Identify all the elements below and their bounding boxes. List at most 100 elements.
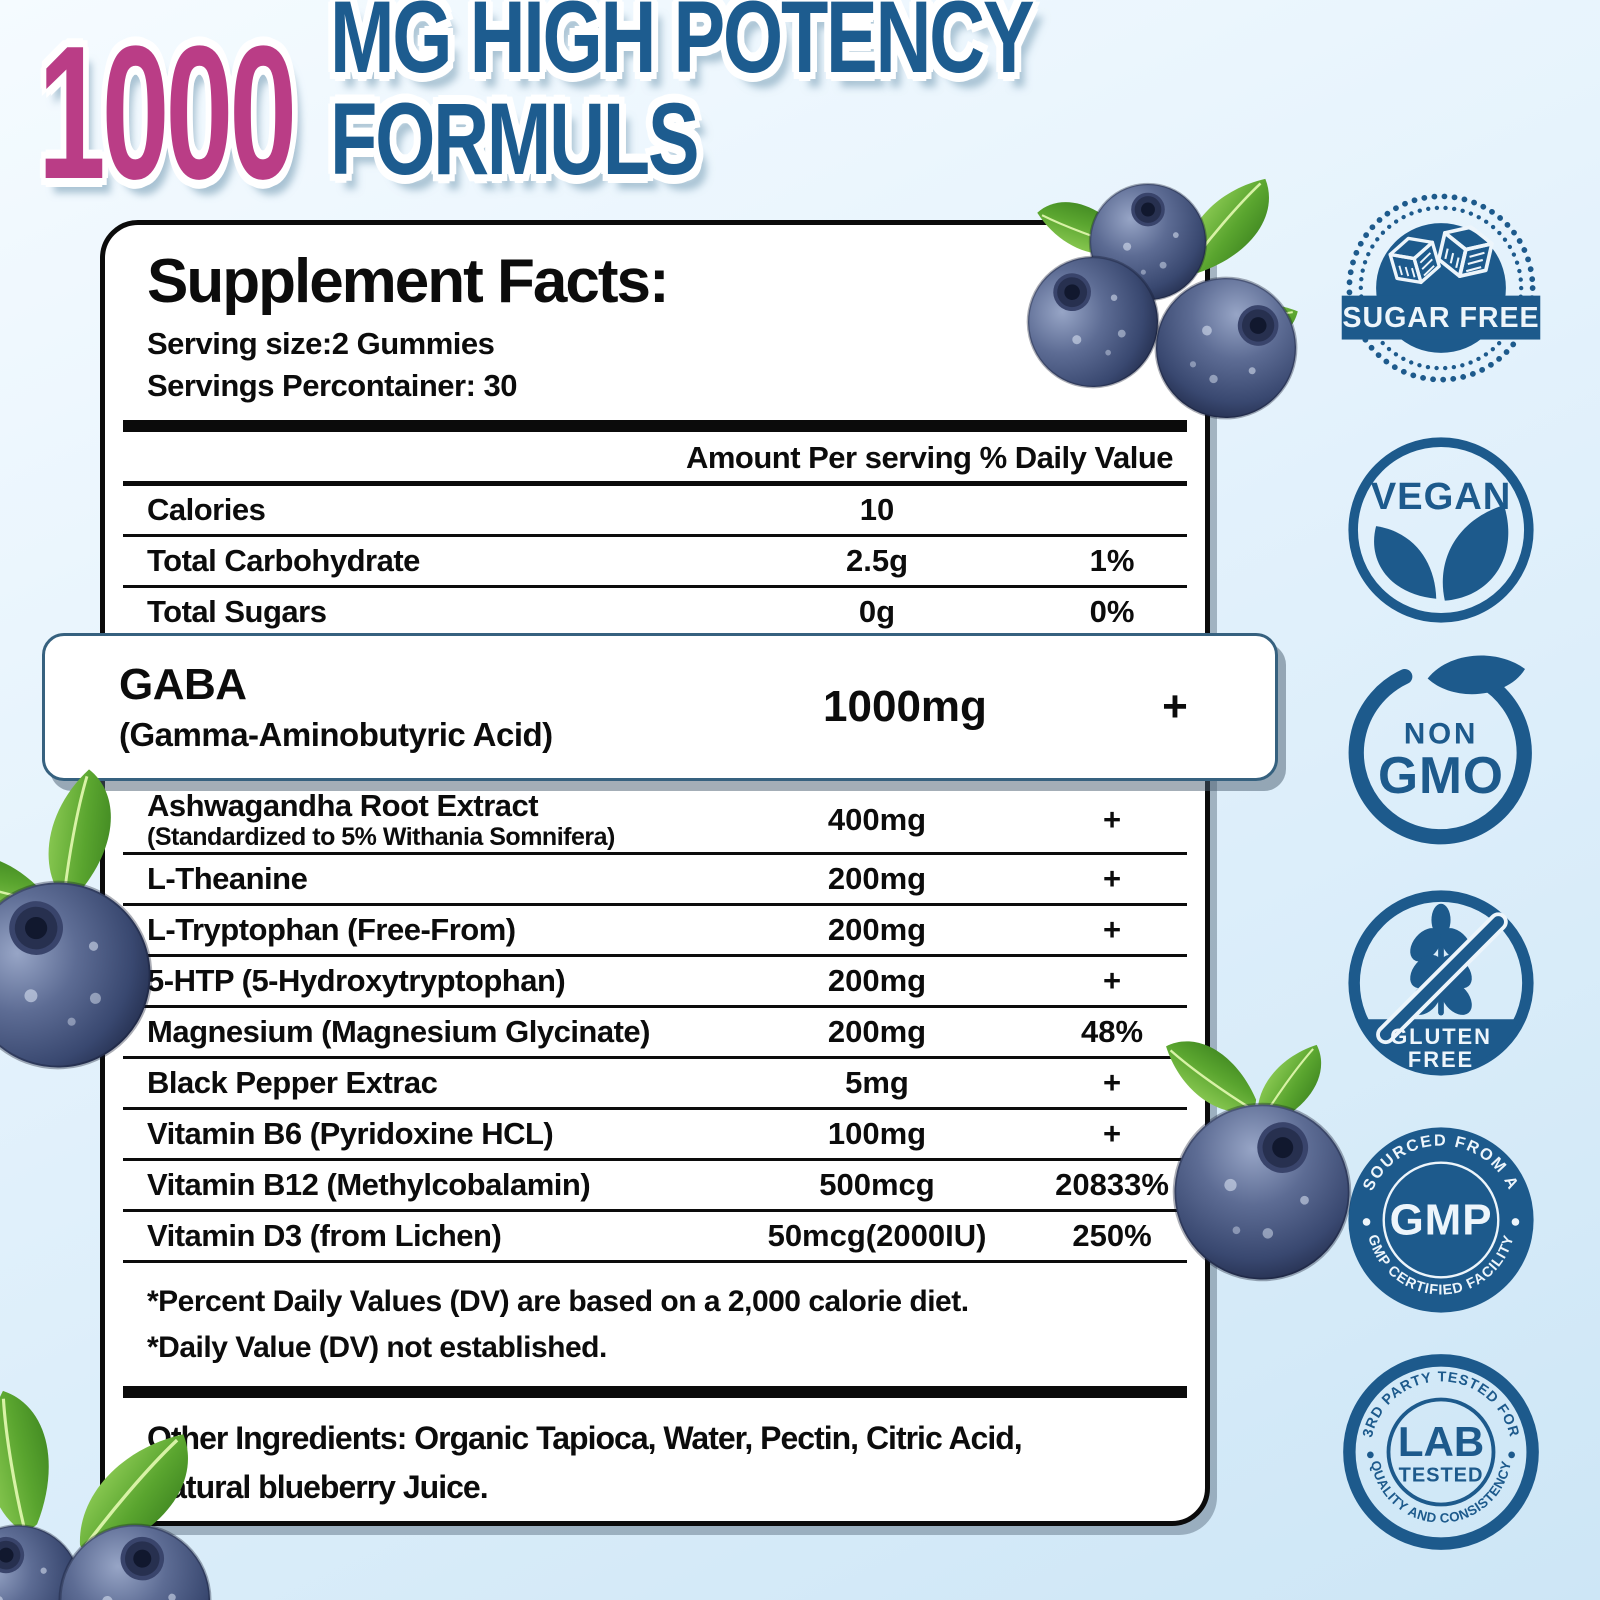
ingredient-name-block: Magnesium (Magnesium Glycinate) [147, 1013, 717, 1049]
ingredient-daily-value: 0% [1089, 593, 1135, 629]
ingredient-daily-value: + [1102, 1115, 1122, 1151]
ingredient-name-block: L-Theanine [147, 860, 717, 896]
ingredient-daily-value: + [1102, 1064, 1122, 1100]
slash-icon [1376, 912, 1508, 1045]
ingredient-name-block: Vitamin D3 (from Lichen) [147, 1217, 717, 1253]
headline: 1000 MG HIGH POTENCY FORMULS [38, 0, 1578, 212]
ingredient-name: 5-HTP (5-Hydroxytryptophan) [147, 962, 566, 998]
gaba-name-block: GABA (Gamma-Aminobutyric Acid) [119, 660, 735, 754]
vegan-badge: VEGAN [1348, 437, 1534, 623]
ingredient-name: L-Theanine [147, 860, 308, 896]
sugar-free-label: SUGAR FREE [1342, 302, 1539, 334]
ingredient-name: Calories [147, 491, 266, 527]
gluten-free-badge: GLUTEN FREE [1348, 890, 1534, 1076]
ingredient-name: L-Tryptophan (Free-From) [147, 911, 516, 947]
headline-text: MG HIGH POTENCY FORMULS [330, 0, 1033, 196]
ingredient-name-block: Calories [147, 491, 717, 527]
divider-thick-bottom [123, 1385, 1187, 1398]
gaba-highlight-row: GABA (Gamma-Aminobutyric Acid) 1000mg + [42, 633, 1278, 781]
ingredient-name-block: Ashwagandha Root Extract (Standardized t… [147, 787, 717, 852]
non-gmo-label-line2: GMO [1378, 746, 1504, 804]
ingredient-name: Black Pepper Extrac [147, 1064, 438, 1100]
ingredient-name: Ashwagandha Root Extract [147, 787, 539, 823]
supplement-facts-panel: Supplement Facts: Serving size:2 Gummies… [100, 220, 1210, 1526]
ingredient-daily-value: 1% [1089, 542, 1135, 578]
lab-center-line1: LAB [1398, 1418, 1484, 1465]
ingredient-name-block: 5-HTP (5-Hydroxytryptophan) [147, 962, 717, 998]
nutrition-rows-top: Calories 10 Total Carbohydrate 2.5g 1% T… [123, 486, 1187, 639]
serving-size: Serving size:2 Gummies [147, 325, 495, 361]
table-row: Vitamin B6 (Pyridoxine HCL) 100mg + [123, 1110, 1187, 1161]
nutrition-rows-bottom: Ashwagandha Root Extract (Standardized t… [123, 787, 1187, 1263]
lab-center-line2: TESTED [1399, 1465, 1484, 1487]
footnotes: *Percent Daily Values (DV) are based on … [123, 1263, 1187, 1372]
table-row: L-Tryptophan (Free-From) 200mg + [123, 906, 1187, 957]
table-row: Vitamin D3 (from Lichen) 50mcg(2000IU) 2… [123, 1212, 1187, 1263]
ingredient-detail: (Standardized to 5% Withania Somnifera) [147, 823, 615, 852]
ingredient-daily-value: 250% [1072, 1217, 1152, 1253]
gaba-detail: (Gamma-Aminobutyric Acid) [119, 716, 553, 753]
lab-tested-badge: 3RD PARTY TESTED FOR QUALITY AND CONSIST… [1343, 1354, 1539, 1550]
table-row: 5-HTP (5-Hydroxytryptophan) 200mg + [123, 957, 1187, 1008]
ingredient-daily-value: 48% [1080, 1013, 1144, 1049]
ingredient-daily-value: + [1102, 962, 1122, 998]
table-row: Total Sugars 0g 0% [123, 588, 1187, 639]
ingredient-name-block: L-Tryptophan (Free-From) [147, 911, 717, 947]
columns-header: Amount Per serving % Daily Value [123, 432, 1187, 486]
non-gmo-badge: NON GMO [1348, 655, 1532, 845]
other-ingredients: Other Ingredients: Organic Tapioca, Wate… [147, 1419, 1023, 1506]
ingredient-daily-value: + [1102, 860, 1122, 896]
table-row: Total Carbohydrate 2.5g 1% [123, 537, 1187, 588]
gmp-center-label: GMP [1390, 1195, 1493, 1244]
gmp-badge: SOURCED FROM A GMP CERTIFIED FACILITY GM… [1348, 1127, 1534, 1313]
ingredient-name-block: Total Carbohydrate [147, 542, 717, 578]
ingredient-amount: 0g [858, 593, 896, 629]
table-row: Calories 10 [123, 486, 1187, 537]
table-row: L-Theanine 200mg + [123, 855, 1187, 906]
ingredient-amount: 2.5g [845, 542, 909, 578]
ingredient-name-block: Vitamin B6 (Pyridoxine HCL) [147, 1115, 717, 1151]
ingredient-amount: 5mg [845, 1064, 909, 1100]
non-gmo-label-line1: NON [1404, 717, 1478, 750]
ingredient-amount: 100mg [827, 1115, 927, 1151]
ingredient-name: Vitamin B6 (Pyridoxine HCL) [147, 1115, 554, 1151]
ingredient-name: Total Carbohydrate [147, 542, 420, 578]
ingredient-daily-value: 20833% [1055, 1166, 1169, 1202]
headline-amount: 1000 [38, 7, 297, 219]
table-row: Magnesium (Magnesium Glycinate) 200mg 48… [123, 1008, 1187, 1059]
table-row: Ashwagandha Root Extract (Standardized t… [123, 787, 1187, 855]
ingredient-amount: 200mg [827, 911, 927, 947]
ingredient-daily-value: + [1102, 802, 1122, 838]
leaf-icon [1427, 655, 1525, 695]
ingredient-name-block: Black Pepper Extrac [147, 1064, 717, 1100]
footnote-dv-based: *Percent Daily Values (DV) are based on … [147, 1284, 969, 1318]
ingredient-name: Vitamin B12 (Methylcobalamin) [147, 1166, 591, 1202]
gluten-free-label-line1: GLUTEN [1390, 1024, 1492, 1049]
ingredient-amount: 500mcg [819, 1166, 935, 1202]
ingredient-amount: 200mg [827, 962, 927, 998]
table-row: Black Pepper Extrac 5mg + [123, 1059, 1187, 1110]
ingredient-amount: 400mg [827, 802, 927, 838]
footnote-dv-not-established: *Daily Value (DV) not established. [147, 1331, 607, 1365]
ingredient-amount: 200mg [827, 1013, 927, 1049]
ingredient-amount: 200mg [827, 860, 927, 896]
divider-thick-top [123, 419, 1187, 432]
ingredient-daily-value: + [1102, 911, 1122, 947]
panel-heading: Supplement Facts: [147, 247, 670, 316]
gluten-free-label-line2: FREE [1408, 1047, 1474, 1072]
vegan-leaves-icon [1374, 505, 1509, 601]
servings-per-container: Servings Percontainer: 30 [147, 367, 518, 403]
sugar-free-badge: SUGAR FREE [1341, 193, 1541, 383]
ingredient-amount: 50mcg(2000IU) [767, 1217, 987, 1253]
ingredient-name: Magnesium (Magnesium Glycinate) [147, 1013, 651, 1049]
table-row: Vitamin B12 (Methylcobalamin) 500mcg 208… [123, 1161, 1187, 1212]
ingredient-name: Vitamin D3 (from Lichen) [147, 1217, 502, 1253]
ingredient-name-block: Total Sugars [147, 594, 717, 629]
gaba-amount: 1000mg [823, 682, 987, 731]
ingredient-name-block: Vitamin B12 (Methylcobalamin) [147, 1166, 717, 1202]
gaba-daily-value: + [1162, 682, 1188, 731]
ingredient-amount: 10 [859, 491, 895, 527]
vegan-label: VEGAN [1371, 475, 1512, 518]
gaba-name: GABA [119, 660, 247, 709]
